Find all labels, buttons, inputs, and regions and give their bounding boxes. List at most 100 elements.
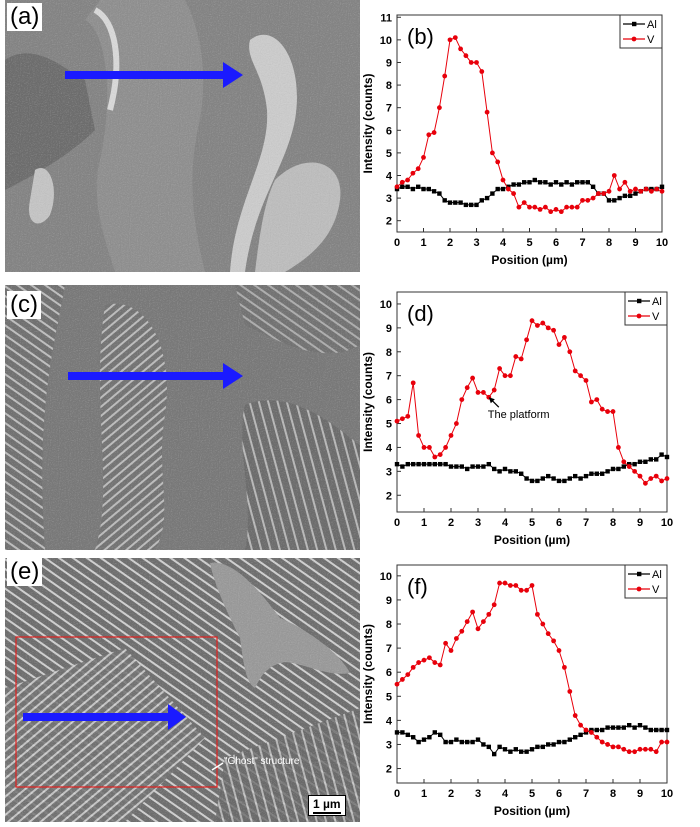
data-point-al xyxy=(637,722,643,728)
data-point-al xyxy=(438,461,443,467)
data-point-v xyxy=(481,619,486,625)
data-point-v xyxy=(437,662,443,668)
data-point-v xyxy=(548,209,554,215)
data-point-v xyxy=(518,356,524,362)
y-tick-label: 2 xyxy=(386,216,392,228)
data-point-v xyxy=(459,397,465,403)
data-point-al xyxy=(490,191,495,196)
data-point-v xyxy=(527,204,532,210)
data-point-al xyxy=(427,735,432,740)
data-point-v xyxy=(427,655,432,661)
data-point-al xyxy=(443,739,448,745)
data-point-v xyxy=(537,206,543,212)
y-tick-label: 7 xyxy=(386,643,392,655)
data-point-al xyxy=(616,725,621,730)
data-point-al xyxy=(559,182,564,187)
y-tick-label: 10 xyxy=(380,35,392,47)
data-point-al xyxy=(421,461,427,467)
data-point-al xyxy=(465,739,470,745)
data-point-v xyxy=(437,105,442,111)
data-point-v xyxy=(564,204,569,210)
x-tick-label: 3 xyxy=(475,788,481,800)
data-point-v xyxy=(610,744,616,750)
data-point-al xyxy=(500,186,506,192)
data-point-al xyxy=(632,461,637,467)
x-tick-label: 5 xyxy=(526,237,532,249)
data-point-al xyxy=(546,473,551,479)
data-point-al xyxy=(497,469,502,474)
data-point-v xyxy=(431,130,437,135)
data-point-al xyxy=(458,200,463,205)
data-point-al xyxy=(532,177,537,183)
data-point-v xyxy=(545,325,551,331)
x-axis-label: Position (µm) xyxy=(494,533,570,547)
annotation-arrowhead xyxy=(488,397,495,404)
data-point-al xyxy=(612,198,617,203)
data-point-al xyxy=(605,725,610,730)
data-point-al xyxy=(411,735,416,740)
data-point-v xyxy=(479,69,485,74)
data-point-v xyxy=(643,746,648,752)
data-point-al xyxy=(432,461,437,467)
data-point-al xyxy=(448,739,454,745)
data-point-v xyxy=(632,749,637,755)
data-point-al xyxy=(448,464,454,469)
data-point-al xyxy=(664,454,670,460)
x-axis-label: Position (µm) xyxy=(491,253,567,267)
data-point-v xyxy=(427,445,432,450)
legend-marker xyxy=(632,21,637,27)
annotation-label: The platform xyxy=(488,409,550,421)
data-point-al xyxy=(416,739,421,745)
plot-frame xyxy=(396,291,668,513)
data-point-v xyxy=(627,188,633,194)
data-point-al xyxy=(421,186,426,192)
data-point-v xyxy=(513,354,519,359)
data-point-al xyxy=(394,730,400,735)
data-point-v xyxy=(574,204,580,210)
data-point-v xyxy=(415,166,421,172)
data-point-al xyxy=(556,478,562,484)
data-point-v xyxy=(421,445,427,450)
data-point-al xyxy=(540,744,545,750)
y-tick-label: 10 xyxy=(380,299,392,311)
ghost-structure-label: "Ghost" structure xyxy=(224,756,300,767)
data-point-v xyxy=(432,454,438,460)
data-point-v xyxy=(470,609,475,615)
data-point-v xyxy=(486,611,492,617)
data-point-al xyxy=(497,744,502,750)
y-tick-label: 10 xyxy=(380,571,392,583)
legend-label: Al xyxy=(652,296,662,308)
x-tick-label: 2 xyxy=(448,788,454,800)
data-point-al xyxy=(502,747,508,752)
data-point-al xyxy=(580,180,585,185)
data-point-v xyxy=(556,648,562,653)
data-point-v xyxy=(535,611,540,617)
data-point-v xyxy=(611,173,617,178)
data-point-v xyxy=(558,209,564,215)
data-point-al xyxy=(585,180,590,185)
data-point-v xyxy=(459,628,465,634)
y-tick-label: 5 xyxy=(386,148,392,160)
x-tick-label: 1 xyxy=(420,237,426,249)
data-point-al xyxy=(600,471,605,476)
data-point-al xyxy=(400,730,405,735)
data-point-al xyxy=(527,180,532,185)
data-point-al xyxy=(410,186,416,192)
y-tick-label: 5 xyxy=(386,419,392,431)
x-tick-label: 4 xyxy=(502,788,509,800)
x-tick-label: 2 xyxy=(448,517,454,529)
data-point-v xyxy=(464,385,470,391)
data-point-al xyxy=(643,725,648,730)
data-point-al xyxy=(594,471,599,476)
data-point-v xyxy=(448,433,454,438)
data-point-v xyxy=(589,399,594,405)
data-point-v xyxy=(495,159,501,165)
data-point-v xyxy=(583,727,589,733)
data-point-v xyxy=(638,188,644,194)
series-v xyxy=(394,580,670,755)
data-point-v xyxy=(490,150,495,156)
data-point-al xyxy=(659,184,665,189)
data-point-al xyxy=(465,466,470,472)
data-point-v xyxy=(648,476,654,481)
data-point-al xyxy=(648,727,653,733)
